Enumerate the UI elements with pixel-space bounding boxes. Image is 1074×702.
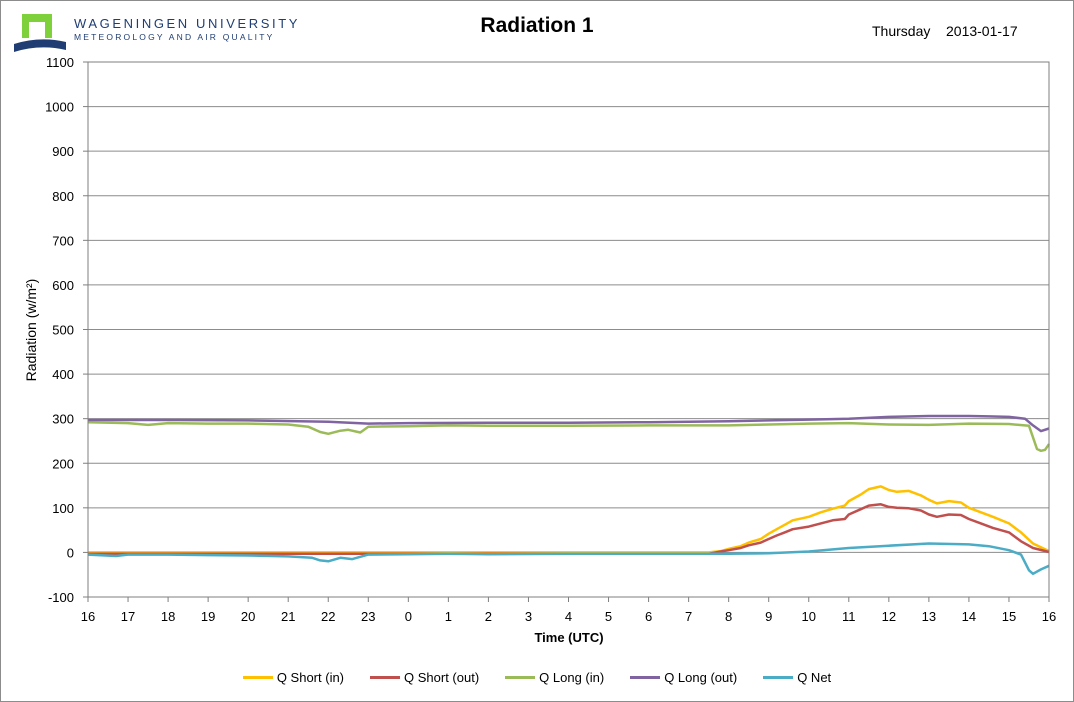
series-line-q-long-out — [88, 414, 1050, 433]
legend-label: Q Short (in) — [276, 670, 345, 685]
x-tick-label: 6 — [645, 609, 652, 624]
legend-swatch — [370, 676, 401, 679]
legend-swatch — [630, 676, 661, 679]
x-tick-label: 2 — [485, 609, 492, 624]
legend-item: Q Long (out) — [630, 670, 737, 685]
y-tick-label: -100 — [48, 590, 74, 605]
y-tick-label: 700 — [52, 233, 74, 248]
department-name: METEOROLOGY AND AIR QUALITY — [74, 32, 275, 42]
x-tick-label: 22 — [321, 609, 335, 624]
x-tick-label: 4 — [565, 609, 572, 624]
y-tick-label: 100 — [52, 501, 74, 516]
legend-swatch — [242, 676, 273, 679]
x-tick-label: 13 — [922, 609, 936, 624]
legend-item: Q Short (in) — [242, 670, 345, 685]
x-tick-label: 12 — [882, 609, 896, 624]
x-tick-label: 9 — [765, 609, 772, 624]
y-tick-label: 400 — [52, 367, 74, 382]
legend-item: Q Long (in) — [505, 670, 604, 685]
y-tick-label: 0 — [67, 545, 74, 560]
x-tick-label: 15 — [1002, 609, 1016, 624]
x-tick-label: 19 — [201, 609, 215, 624]
legend-label: Q Long (out) — [664, 670, 738, 685]
series-line-q-short-in — [88, 485, 1050, 554]
chart-legend: Q Short (in) Q Short (out) Q Long (in) Q Lo… — [0, 670, 1074, 685]
chart-title: Radiation 1 — [480, 14, 594, 37]
legend-label: Q Net — [797, 670, 832, 685]
y-tick-label: 300 — [52, 412, 74, 427]
legend-label: Q Long (in) — [539, 670, 605, 685]
y-tick-label: 500 — [52, 323, 74, 338]
y-tick-label: 200 — [52, 456, 74, 471]
weekday-label: Thursday — [872, 23, 931, 39]
x-tick-label: 0 — [405, 609, 412, 624]
gridlines — [88, 61, 1049, 598]
y-tick-label: 1000 — [45, 100, 74, 115]
x-tick-label: 3 — [525, 609, 532, 624]
x-tick-label: 11 — [842, 609, 856, 624]
plot-area — [87, 61, 1050, 598]
series-line-q-short-out — [88, 503, 1050, 556]
x-tick-label: 5 — [605, 609, 612, 624]
x-tick-label: 20 — [241, 609, 255, 624]
series-lines — [87, 414, 1051, 576]
date-label: 2013-01-17 — [946, 23, 1018, 39]
legend-swatch — [763, 676, 794, 679]
x-tick-label: 16 — [1042, 609, 1056, 624]
x-tick-label: 1 — [445, 609, 452, 624]
x-tick-label: 21 — [281, 609, 295, 624]
y-tick-label: 1100 — [46, 55, 74, 70]
legend-item: Q Short (out) — [370, 670, 479, 685]
series-line-q-net — [87, 542, 1050, 576]
legend-label: Q Short (out) — [404, 670, 480, 685]
x-tick-label: 10 — [802, 609, 816, 624]
y-tick-label: 900 — [52, 144, 74, 159]
x-tick-label: 16 — [81, 609, 95, 624]
x-axis-label: Time (UTC) — [534, 630, 603, 645]
x-axis-ticks: 16 17 18 19 20 21 22 23 0 1 2 3 4 5 6 7 8 9 10 11 12 13 14 15 16 — [81, 597, 1056, 624]
x-tick-label: 8 — [725, 609, 732, 624]
series-line-q-long-in — [87, 420, 1051, 453]
university-name: WAGENINGEN UNIVERSITY — [74, 16, 301, 31]
x-tick-label: 7 — [685, 609, 692, 624]
x-tick-label: 18 — [161, 609, 175, 624]
x-tick-label: 23 — [361, 609, 375, 624]
y-axis-ticks: -100 0 100 200 300 400 500 600 700 800 900 1000 1100 — [45, 55, 88, 605]
legend-item: Q Net — [763, 670, 831, 685]
y-tick-label: 600 — [52, 278, 74, 293]
x-tick-label: 17 — [121, 609, 135, 624]
wageningen-logo — [14, 14, 66, 52]
x-tick-label: 14 — [962, 609, 976, 624]
y-axis-label: Radiation (w/m²) — [23, 279, 39, 382]
y-tick-label: 800 — [52, 189, 74, 204]
legend-swatch — [505, 676, 536, 679]
